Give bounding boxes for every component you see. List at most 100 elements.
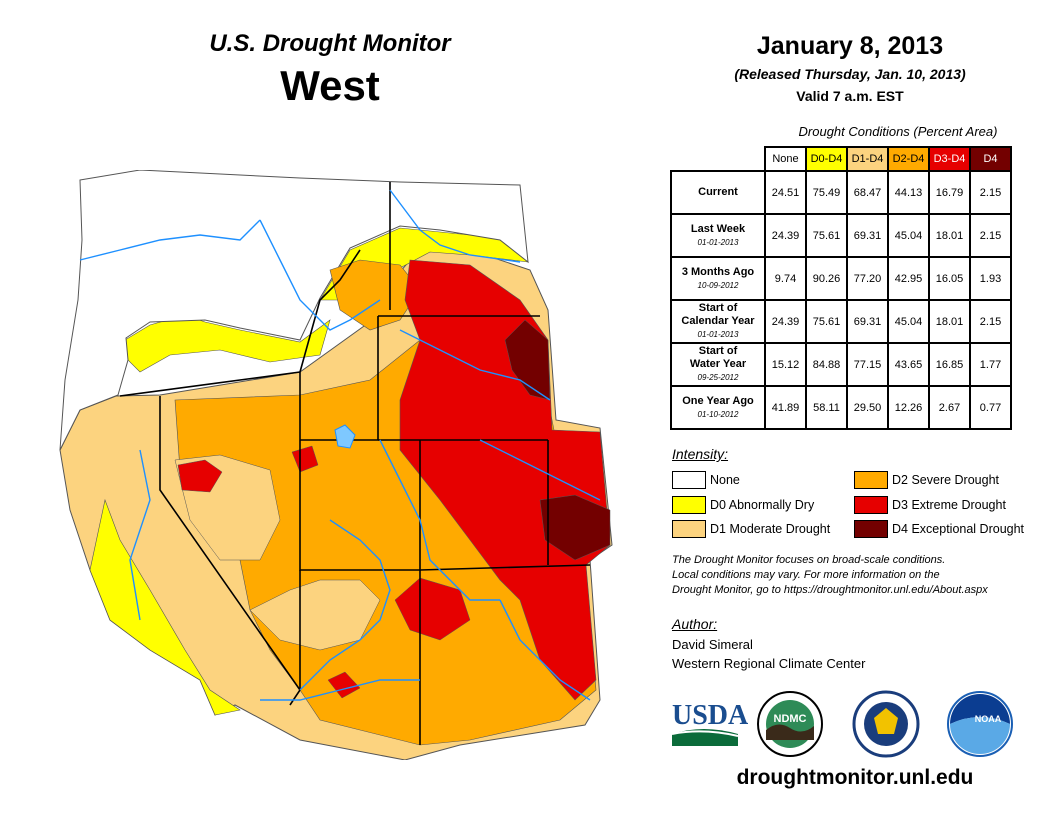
table-cell: 2.15 (969, 213, 1012, 258)
usda-logo: USDA (671, 700, 749, 746)
table-cell: 18.01 (928, 299, 971, 344)
table-cell: 68.47 (846, 170, 889, 215)
table-row: 3 Months Ago 10-09-2012 9.74 90.26 77.20 … (670, 256, 1012, 301)
conditions-table: None D0-D4 D1-D4 D2-D4 D3-D4 D4 Current … (670, 146, 1012, 430)
table-cell: 18.01 (928, 213, 971, 258)
row-label: Start of Water Year 09-25-2012 (670, 342, 766, 387)
row-label: One Year Ago 01-10-2012 (670, 385, 766, 430)
table-cell: 58.11 (805, 385, 848, 430)
table-row: One Year Ago 01-10-2012 41.89 58.11 29.50… (670, 385, 1012, 430)
col-d2-d4: D2-D4 (887, 146, 930, 172)
table-cell: 1.93 (969, 256, 1012, 301)
table-cell: 69.31 (846, 213, 889, 258)
table-cell: 15.12 (764, 342, 807, 387)
great-salt-lake (334, 424, 356, 449)
table-cell: 2.15 (969, 299, 1012, 344)
table-cell: 2.15 (969, 170, 1012, 215)
map-date: January 8, 2013 (756, 32, 944, 60)
info-note: The Drought Monitor focuses on broad-sca… (672, 553, 1042, 598)
legend-label: D2 Severe Drought (892, 473, 1000, 487)
col-d4: D4 (969, 146, 1012, 172)
monitor-title: U.S. Drought Monitor (209, 30, 451, 57)
row-label: Current (670, 170, 766, 215)
agency-logos: USDA NDMC NOAA (671, 690, 1013, 758)
note-line: The Drought Monitor focuses on broad-sca… (672, 554, 946, 566)
table-cell: 9.74 (764, 256, 807, 301)
ndmc-logo: NDMC (757, 691, 823, 757)
table-cell: 75.61 (805, 213, 848, 258)
legend-swatch (854, 471, 888, 489)
legend-swatch (672, 520, 706, 538)
table-cell: 29.50 (846, 385, 889, 430)
legend-swatch (672, 496, 706, 514)
table-corner (671, 147, 765, 171)
author-name: David Simeral (672, 637, 753, 652)
region-d0-california (89, 498, 241, 716)
svg-text:USDA: USDA (672, 700, 749, 731)
table-cell: 1.77 (969, 342, 1012, 387)
table-cell: 43.65 (887, 342, 930, 387)
svg-text:NDMC: NDMC (774, 713, 807, 725)
table-cell: 24.51 (764, 170, 807, 215)
legend-swatch (672, 471, 706, 489)
website-link[interactable]: droughtmonitor.unl.edu (736, 766, 974, 789)
table-cell: 0.77 (969, 385, 1012, 430)
table-row: Current 24.51 75.49 68.47 44.13 16.79 2.… (670, 170, 1012, 215)
col-d3-d4: D3-D4 (928, 146, 971, 172)
table-cell: 16.79 (928, 170, 971, 215)
table-row: Last Week 01-01-2013 24.39 75.61 69.31 45… (670, 213, 1012, 258)
table-cell: 77.15 (846, 342, 889, 387)
row-label: Last Week 01-01-2013 (670, 213, 766, 258)
table-cell: 42.95 (887, 256, 930, 301)
legend-swatch (854, 520, 888, 538)
author-title: Author: (672, 616, 718, 632)
legend-label: D3 Extreme Drought (892, 498, 1006, 512)
commerce-seal (852, 690, 920, 758)
table-cell: 44.13 (887, 170, 930, 215)
table-cell: 90.26 (805, 256, 848, 301)
col-d0-d4: D0-D4 (805, 146, 848, 172)
table-cell: 75.61 (805, 299, 848, 344)
row-label: 3 Months Ago 10-09-2012 (670, 256, 766, 301)
table-cell: 75.49 (805, 170, 848, 215)
legend-title: Intensity: (672, 446, 729, 462)
legend-swatch (854, 496, 888, 514)
conditions-title: Drought Conditions (Percent Area) (798, 124, 998, 139)
noaa-logo: NOAA (947, 691, 1013, 757)
region-d3-arizona (327, 671, 361, 699)
table-cell: 45.04 (887, 299, 930, 344)
table-cell: 12.26 (887, 385, 930, 430)
row-label: Start of Calendar Year 01-01-2013 (670, 299, 766, 344)
table-row: Start of Water Year 09-25-2012 15.12 84.88… (670, 342, 1012, 387)
table-cell: 69.31 (846, 299, 889, 344)
col-none: None (764, 146, 807, 172)
region-d4-kansas (539, 494, 611, 561)
table-cell: 24.39 (764, 213, 807, 258)
table-cell: 16.85 (928, 342, 971, 387)
table-cell: 16.05 (928, 256, 971, 301)
col-d1-d4: D1-D4 (846, 146, 889, 172)
region-none-northwest (59, 170, 529, 451)
table-cell: 84.88 (805, 342, 848, 387)
table-cell: 2.67 (928, 385, 971, 430)
legend-label: D0 Abnormally Dry (710, 498, 815, 512)
region-title: West (280, 62, 380, 109)
author-org: Western Regional Climate Center (672, 656, 866, 671)
table-cell: 24.39 (764, 299, 807, 344)
note-line: Local conditions may vary. For more info… (672, 569, 940, 581)
rivers (79, 189, 601, 701)
table-header-row: None D0-D4 D1-D4 D2-D4 D3-D4 D4 (671, 146, 1012, 172)
svg-text:NOAA: NOAA (975, 714, 1002, 724)
legend-label: D1 Moderate Drought (710, 522, 831, 536)
valid-time: Valid 7 a.m. EST (796, 88, 904, 104)
legend-label: D4 Exceptional Drought (892, 522, 1025, 536)
legend-label: None (710, 473, 740, 487)
region-d3-utah (291, 445, 319, 473)
region-d3-nevada (177, 459, 223, 493)
table-row: Start of Calendar Year 01-01-2013 24.39 75… (670, 299, 1012, 344)
note-line[interactable]: Drought Monitor, go to https://droughtmo… (672, 584, 988, 596)
drought-map (59, 170, 613, 760)
table-cell: 41.89 (764, 385, 807, 430)
release-date: (Released Thursday, Jan. 10, 2013) (734, 66, 966, 82)
table-cell: 77.20 (846, 256, 889, 301)
